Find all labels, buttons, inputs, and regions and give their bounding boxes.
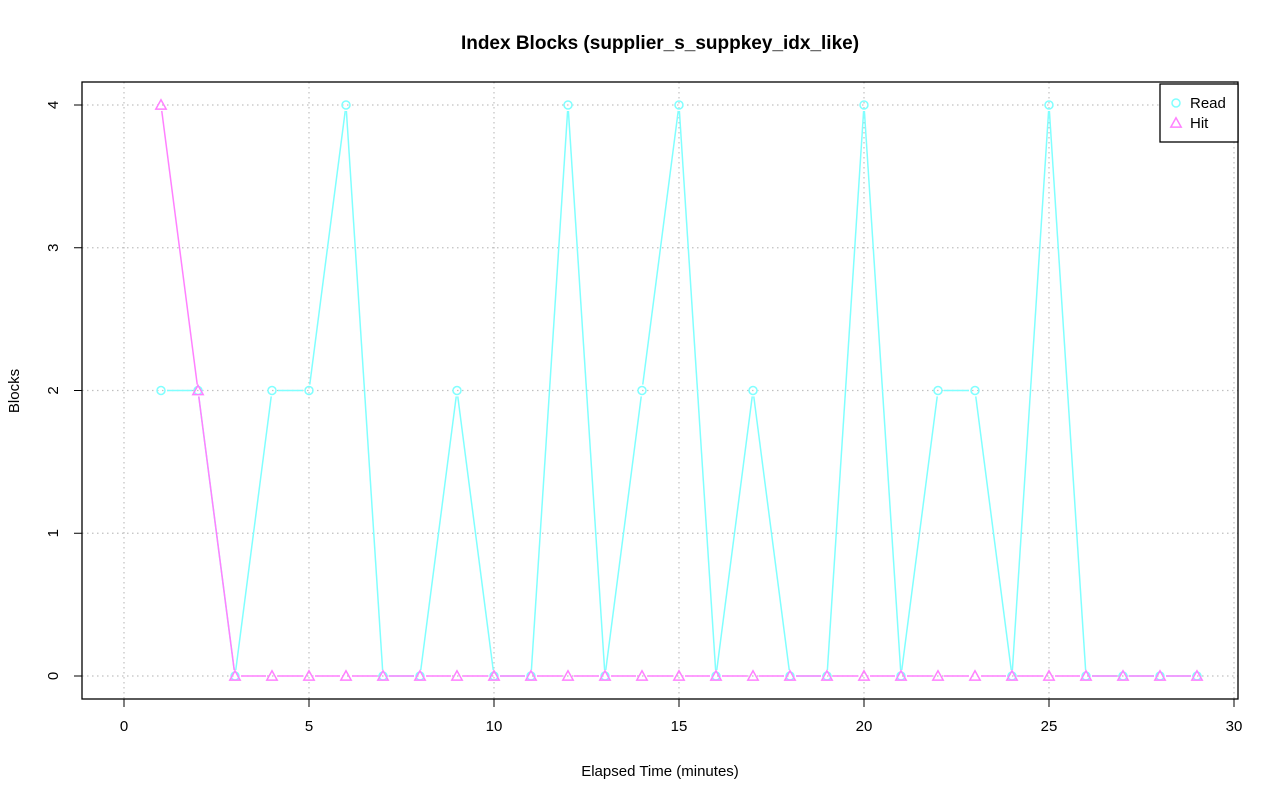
data-point-hit <box>1079 669 1093 681</box>
series-segment <box>457 396 494 671</box>
data-point-read <box>267 385 277 396</box>
plot-frame <box>81 81 1239 700</box>
series-segment <box>605 396 642 671</box>
series-segment <box>161 110 198 385</box>
data-point-hit <box>561 669 575 681</box>
series-segment <box>716 396 753 671</box>
data-point-hit <box>857 669 871 681</box>
data-point-hit <box>376 669 390 681</box>
series-read <box>156 100 1202 681</box>
data-point-hit <box>635 669 649 681</box>
data-point-read <box>341 100 351 110</box>
data-point-hit <box>709 669 723 681</box>
data-point-hit <box>1005 669 1019 681</box>
series-segment <box>198 396 235 671</box>
series-layer <box>154 98 1204 681</box>
data-point-hit <box>968 669 982 681</box>
data-point-read <box>970 385 980 396</box>
grid <box>82 82 1238 699</box>
series-segment <box>901 396 938 671</box>
series-segment <box>1011 110 1050 671</box>
data-point-hit <box>154 98 168 110</box>
x-tick-label: 25 <box>1041 718 1058 735</box>
series-segment <box>678 110 717 671</box>
data-point-hit <box>820 669 834 681</box>
data-point-hit <box>450 669 464 681</box>
y-axis: 0 1 2 3 4 <box>45 101 83 680</box>
legend-box <box>1159 83 1239 143</box>
data-point-read <box>674 100 684 110</box>
data-point-hit <box>487 669 501 681</box>
legend-marker-read <box>1171 98 1181 108</box>
data-point-hit <box>1042 669 1056 681</box>
x-tick-label: 10 <box>486 718 503 735</box>
data-point-hit <box>1190 669 1204 681</box>
series-hit <box>154 98 1204 681</box>
data-point-hit <box>672 669 686 681</box>
y-tick-label: 2 <box>45 386 62 394</box>
legend: Read Hit <box>1159 83 1239 143</box>
y-axis-label: Blocks <box>6 369 23 413</box>
data-point-read <box>933 385 943 396</box>
data-point-hit <box>783 669 797 681</box>
series-segment <box>863 110 902 671</box>
x-tick-label: 5 <box>305 718 313 735</box>
data-point-hit <box>524 669 538 681</box>
data-point-read <box>563 100 573 110</box>
data-point-read <box>748 385 758 396</box>
series-segment <box>345 110 384 671</box>
legend-label-read: Read <box>1190 95 1226 112</box>
y-tick-label: 3 <box>45 244 62 252</box>
x-tick-label: 0 <box>120 718 128 735</box>
data-point-read <box>156 385 166 396</box>
legend-marker-hit <box>1169 116 1183 128</box>
series-segment <box>420 396 457 671</box>
data-point-hit <box>1116 669 1130 681</box>
data-point-hit <box>265 669 279 681</box>
data-point-hit <box>228 669 242 681</box>
x-tick-label: 20 <box>856 718 873 735</box>
x-tick-label: 30 <box>1226 718 1243 735</box>
data-point-hit <box>1153 669 1167 681</box>
series-segment <box>826 110 865 671</box>
chart-title: Index Blocks (supplier_s_suppkey_idx_lik… <box>461 33 859 54</box>
x-axis-label: Elapsed Time (minutes) <box>581 763 739 780</box>
series-segment <box>235 396 272 671</box>
data-point-hit <box>191 383 205 396</box>
series-segment <box>567 110 606 671</box>
series-segment <box>309 110 346 385</box>
y-tick-label: 4 <box>45 101 62 109</box>
data-point-read <box>452 385 462 396</box>
data-point-read <box>1044 100 1054 110</box>
data-point-hit <box>302 669 316 681</box>
x-tick-label: 15 <box>671 718 688 735</box>
data-point-hit <box>931 669 945 681</box>
data-point-hit <box>339 669 353 681</box>
series-segment <box>753 396 790 671</box>
data-point-read <box>637 385 647 396</box>
series-segment <box>1048 110 1087 671</box>
data-point-hit <box>413 669 427 681</box>
data-point-hit <box>746 669 760 681</box>
series-segment <box>530 110 569 671</box>
series-segment <box>975 396 1012 671</box>
series-segment <box>642 110 679 385</box>
y-tick-label: 0 <box>45 672 62 680</box>
data-point-read <box>304 385 314 396</box>
data-point-hit <box>598 669 612 681</box>
x-axis: 0 5 10 15 20 25 30 <box>120 698 1243 735</box>
data-point-read <box>859 100 869 110</box>
data-point-hit <box>894 669 908 681</box>
legend-label-hit: Hit <box>1190 115 1209 132</box>
y-tick-label: 1 <box>45 529 62 537</box>
